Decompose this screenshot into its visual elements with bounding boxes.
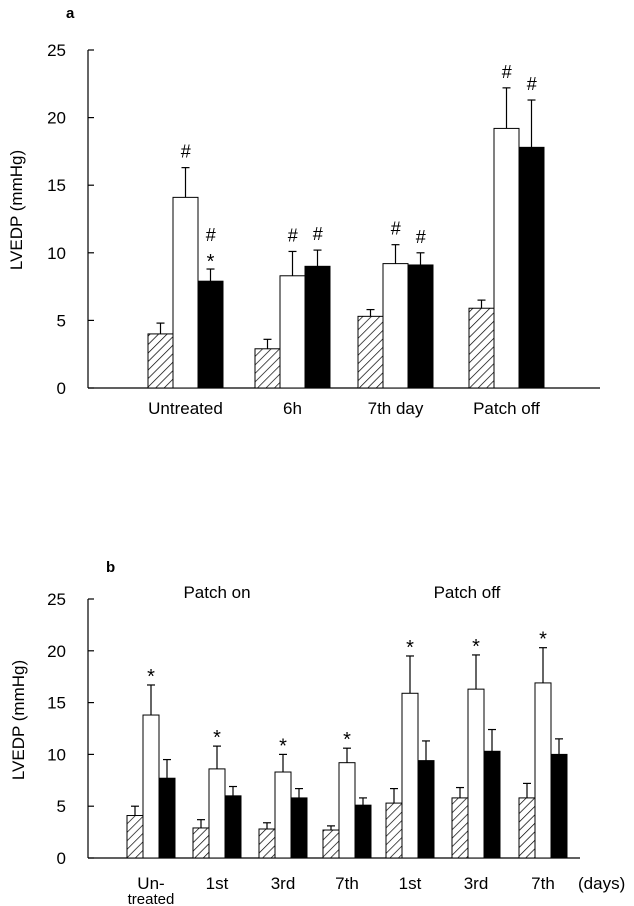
y-axis-label-a: LVEDP (mmHg) xyxy=(7,150,26,270)
bar-1-0-1 xyxy=(142,714,160,859)
bar-1-1-0 xyxy=(192,827,210,859)
y-tick-label-1-5: 25 xyxy=(47,590,66,609)
bar-1-2-1 xyxy=(274,771,292,859)
annotation-0-0-2-0: # xyxy=(205,225,216,245)
bar-1-6-1 xyxy=(534,682,552,859)
category-label-1-1-0: 1st xyxy=(206,874,229,893)
y-tick-label-1-1: 5 xyxy=(57,797,66,816)
annotation-1-2-1-0: * xyxy=(279,735,287,757)
bar-0-2-0 xyxy=(357,315,384,389)
bar-1-5-2 xyxy=(483,750,501,859)
category-label-0-2-0: 7th day xyxy=(368,399,424,418)
x-categories-b: Un-treated 1st 3rd 7th 1st 3rd 7th xyxy=(128,874,555,906)
y-tick-label-0-2: 10 xyxy=(47,244,66,263)
annotation-1-6-1-0: * xyxy=(539,629,547,651)
bars-a: # # * # # # # # # xyxy=(147,62,545,389)
bar-0-3-1 xyxy=(493,127,520,389)
category-label-1-2-0: 3rd xyxy=(271,874,296,893)
bars-b: * * * * * * * xyxy=(126,629,568,859)
group-label-patch-on: Patch on xyxy=(183,583,250,602)
bar-1-6-0 xyxy=(518,797,536,859)
chart-panel-b: b LVEDP (mmHg) Patch on Patch off (days)… xyxy=(9,559,625,906)
bar-1-4-0 xyxy=(385,802,403,859)
annotation-0-2-1-0: # xyxy=(390,219,401,239)
category-label-1-0-1: treated xyxy=(128,891,175,906)
bar-1-4-1 xyxy=(401,692,419,859)
category-label-0-0-0: Untreated xyxy=(148,399,223,418)
y-tick-label-0-0: 0 xyxy=(57,379,66,398)
bar-0-2-2 xyxy=(407,264,434,389)
bar-1-3-2 xyxy=(354,804,372,859)
y-ticks-b: 0 5 10 15 20 25 xyxy=(47,590,94,868)
bar-1-4-2 xyxy=(417,760,435,859)
y-tick-label-0-3: 15 xyxy=(47,176,66,195)
category-label-1-6-0: 7th xyxy=(531,874,555,893)
bar-0-0-0 xyxy=(147,333,174,389)
annotation-1-1-1-0: * xyxy=(213,727,221,749)
bar-0-0-2 xyxy=(197,280,224,389)
bar-0-0-1 xyxy=(172,196,199,389)
annotation-0-0-2-1: * xyxy=(207,251,215,273)
annotation-0-1-1-0: # xyxy=(287,225,298,245)
annotation-0-1-2-0: # xyxy=(312,224,323,244)
panel-label-a: a xyxy=(66,5,75,22)
bar-1-1-2 xyxy=(224,795,242,859)
bar-1-5-1 xyxy=(467,688,485,859)
annotation-1-0-1-0: * xyxy=(147,666,155,688)
bar-0-2-1 xyxy=(382,263,409,389)
category-label-0-3-0: Patch off xyxy=(473,399,540,418)
annotation-0-3-1-0: # xyxy=(501,62,512,82)
bar-1-2-0 xyxy=(258,828,276,859)
y-tick-label-1-2: 10 xyxy=(47,745,66,764)
bar-1-3-1 xyxy=(338,762,356,859)
panel-label-b: b xyxy=(106,559,115,576)
category-label-0-1-0: 6h xyxy=(283,399,302,418)
annotation-1-5-1-0: * xyxy=(472,636,480,658)
category-label-1-3-0: 7th xyxy=(335,874,359,893)
annotation-0-3-2-0: # xyxy=(526,74,537,94)
bar-1-3-0 xyxy=(322,829,340,859)
y-tick-label-0-4: 20 xyxy=(47,109,66,128)
bar-1-6-2 xyxy=(550,753,568,859)
category-label-1-0-0: Un- xyxy=(137,874,164,893)
y-ticks-a: 0 5 10 15 20 25 xyxy=(47,41,94,398)
category-label-1-4-0: 1st xyxy=(399,874,422,893)
bar-1-2-2 xyxy=(290,797,308,859)
annotation-1-4-1-0: * xyxy=(406,637,414,659)
annotation-0-2-2-0: # xyxy=(415,227,426,247)
y-tick-label-1-4: 20 xyxy=(47,642,66,661)
y-tick-label-1-0: 0 xyxy=(57,849,66,868)
bar-1-0-0 xyxy=(126,815,144,859)
bar-1-1-1 xyxy=(208,768,226,859)
y-tick-label-0-1: 5 xyxy=(57,311,66,330)
bar-0-1-2 xyxy=(304,265,331,389)
category-label-1-5-0: 3rd xyxy=(464,874,489,893)
bar-0-3-2 xyxy=(518,146,545,389)
bar-0-3-0 xyxy=(468,307,495,389)
bar-1-5-0 xyxy=(451,797,469,859)
x-categories-a: Untreated 6h 7th day Patch off xyxy=(148,399,540,418)
bar-0-1-0 xyxy=(254,348,281,389)
bar-0-1-1 xyxy=(279,275,306,389)
annotation-0-0-1-0: # xyxy=(180,142,191,162)
y-tick-label-1-3: 15 xyxy=(47,694,66,713)
y-axis-label-b: LVEDP (mmHg) xyxy=(9,660,28,780)
chart-panel-a: a LVEDP (mmHg) 0 5 10 15 20 25 # # * # # # # # # Untr… xyxy=(7,5,600,418)
y-tick-label-0-5: 25 xyxy=(47,41,66,60)
group-label-patch-off: Patch off xyxy=(434,583,501,602)
bar-1-0-2 xyxy=(158,777,176,859)
x-unit-label: (days) xyxy=(578,874,625,893)
annotation-1-3-1-0: * xyxy=(343,729,351,751)
